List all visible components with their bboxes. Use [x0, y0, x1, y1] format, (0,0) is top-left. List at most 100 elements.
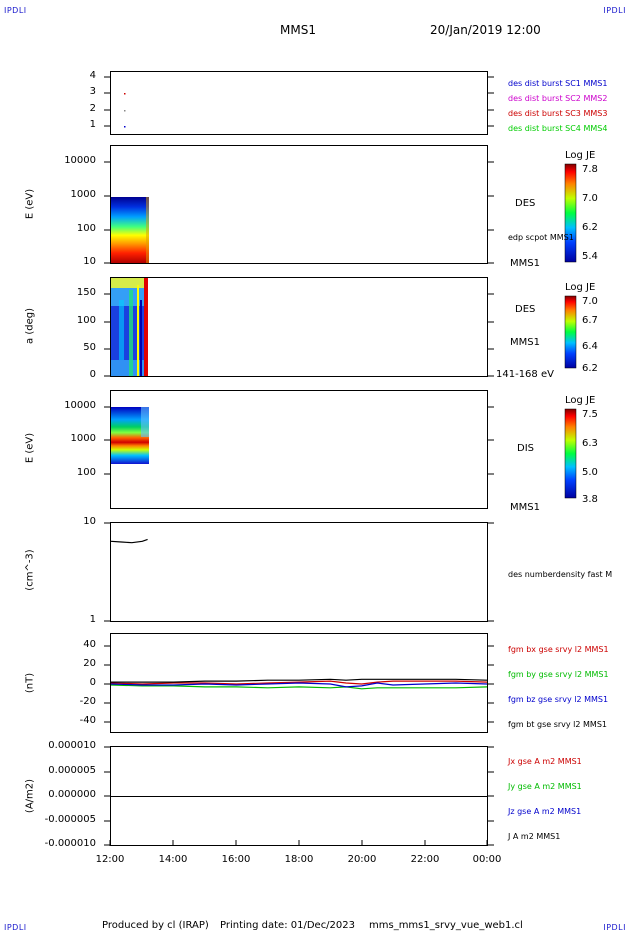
- p1-ytick-label: 4: [89, 70, 96, 81]
- corner-label-bl: IPDLI: [4, 923, 27, 932]
- p3-bottom-label: 141-168 eV: [496, 369, 554, 380]
- p2-sub-label: edp scpot MMS1: [508, 233, 574, 242]
- p3-sub-label: MMS1: [510, 337, 540, 348]
- p4-ytick-label: 100: [76, 467, 96, 478]
- dynamic-layer: [104, 76, 494, 846]
- p3-colorbar-title: Log JE: [565, 282, 596, 293]
- p6-legend-entry: fgm bx gse srvy l2 MMS1: [508, 645, 609, 654]
- x-tick-label: 22:00: [410, 854, 440, 865]
- p1-legend-entry: des dist burst SC2 MMS2: [508, 94, 608, 103]
- des-energy-spectrogram: [111, 197, 149, 263]
- p5-ytick-label: 10: [83, 516, 96, 527]
- p7-ytick-label: -0.000005: [44, 814, 96, 825]
- spacecraft-title: MMS1: [280, 23, 316, 37]
- p4-bottom-label: MMS1: [510, 502, 540, 513]
- p1-legend-entry: des dist burst SC3 MMS3: [508, 109, 608, 118]
- series-line-3: [111, 678, 488, 683]
- p3-ytick-label: 50: [83, 342, 96, 353]
- x-tick-label: 20:00: [347, 854, 377, 865]
- p2-ytick-label: 10: [83, 256, 96, 267]
- p4-ytick-label: 10000: [64, 400, 96, 411]
- p2-instrument-label: DES: [515, 198, 536, 209]
- corner-label-tr: IPDLI: [603, 6, 626, 15]
- p3-colorbar-tick: 6.7: [582, 315, 598, 326]
- p7-ytick-label: 0.000005: [48, 765, 96, 776]
- p2-colorbar-tick: 7.0: [582, 193, 598, 204]
- colorbar-p3: [564, 295, 577, 369]
- series-line-0: [110, 680, 488, 685]
- p4-colorbar-tick: 7.5: [582, 409, 598, 420]
- p6-legend-entry: fgm bt gse srvy l2 MMS1: [508, 720, 607, 729]
- p4-instrument-label: DIS: [517, 443, 534, 454]
- footer-filename: mms_mms1_srvy_vue_web1.cl: [369, 920, 523, 931]
- p7-ytick-label: 0.000000: [48, 789, 96, 800]
- panel-frame-5: [110, 522, 488, 622]
- p6-legend-entry: fgm by gse srvy l2 MMS1: [508, 670, 609, 679]
- p3-colorbar-tick: 6.4: [582, 341, 598, 352]
- p5-ytick-label: 1: [89, 614, 96, 625]
- p3-ytick-label: 100: [76, 315, 96, 326]
- p2-ytick-label: 1000: [70, 189, 96, 200]
- p1-ytick-label: 1: [89, 119, 96, 130]
- p1-ytick-label: 3: [89, 86, 96, 97]
- series-line-1: [110, 684, 488, 690]
- p2-colorbar-title: Log JE: [565, 150, 596, 161]
- p1-legend-entry: des dist burst SC1 MMS1: [508, 79, 608, 88]
- p6-legend-entry: fgm bz gse srvy l2 MMS1: [508, 695, 609, 704]
- p4-colorbar-tick: 6.3: [582, 438, 598, 449]
- p3-ytick-label: 0: [89, 369, 96, 380]
- footer-print-date: Printing date: 01/Dec/2023: [220, 920, 356, 931]
- p7-legend-entry: Jz gse A m2 MMS1: [508, 807, 582, 816]
- marker-sc2: [124, 110, 126, 112]
- p7-legend-entry: J A m2 MMS1: [508, 832, 561, 841]
- p2-bottom-label: MMS1: [510, 258, 540, 269]
- p7-legend-entry: Jy gse A m2 MMS1: [508, 782, 582, 791]
- x-tick-label: 12:00: [95, 854, 125, 865]
- p6-ytick-label: 40: [83, 639, 96, 650]
- p3-instrument-label: DES: [515, 304, 536, 315]
- series-line-4: [110, 538, 148, 544]
- p2-colorbar-tick: 7.8: [582, 164, 598, 175]
- date-title: 20/Jan/2019 12:00: [430, 23, 541, 37]
- p7-ytick-label: 0.000010: [48, 740, 96, 751]
- x-tick-label: 00:00: [472, 854, 502, 865]
- corner-label-tl: IPDLI: [4, 6, 27, 15]
- marker-sc3: [124, 93, 126, 95]
- p2-colorbar-tick: 5.4: [582, 251, 598, 262]
- x-tick-label: 16:00: [221, 854, 251, 865]
- p6-ytick-label: -40: [79, 715, 96, 726]
- panel-frame-1: [110, 71, 488, 135]
- p1-legend-entry: des dist burst SC4 MMS4: [508, 124, 608, 133]
- panel1-markers: [124, 93, 126, 128]
- p4-colorbar-tick: 5.0: [582, 467, 598, 478]
- p1-ytick-label: 2: [89, 103, 96, 114]
- panel-frame-4: [110, 390, 488, 509]
- des-energy-spectrogram-edge: [146, 197, 149, 263]
- x-tick-label: 18:00: [284, 854, 314, 865]
- colorbar-p4: [564, 408, 577, 499]
- panel-frame-2: [110, 145, 488, 264]
- p6-ytick-label: -20: [79, 696, 96, 707]
- p3-colorbar-tick: 6.2: [582, 363, 598, 374]
- p5-ylabel: (cm^-3): [24, 549, 36, 591]
- p7-ytick-label: -0.000010: [44, 838, 96, 849]
- p7-legend-entry: Jx gse A m2 MMS1: [508, 757, 582, 766]
- des-pitch-spectrogram: [111, 278, 148, 376]
- p2-ylabel: E (eV): [24, 188, 36, 220]
- colorbar-p2: [564, 163, 577, 263]
- series-line-2: [110, 682, 488, 688]
- p4-ylabel: E (eV): [24, 432, 36, 464]
- p5-legend-entry: des numberdensity fast M: [508, 570, 613, 579]
- p6-ylabel: (nT): [24, 672, 36, 694]
- corner-label-br: IPDLI: [603, 923, 626, 932]
- x-tick-label: 14:00: [158, 854, 188, 865]
- p4-ytick-label: 1000: [70, 433, 96, 444]
- marker-sc1: [124, 126, 126, 128]
- p2-colorbar-tick: 6.2: [582, 222, 598, 233]
- p2-ytick-label: 100: [76, 223, 96, 234]
- p4-colorbar-tick: 3.8: [582, 494, 598, 505]
- p4-colorbar-title: Log JE: [565, 395, 596, 406]
- p3-ylabel: a (deg): [24, 308, 36, 344]
- panel-frame-3: [110, 277, 488, 377]
